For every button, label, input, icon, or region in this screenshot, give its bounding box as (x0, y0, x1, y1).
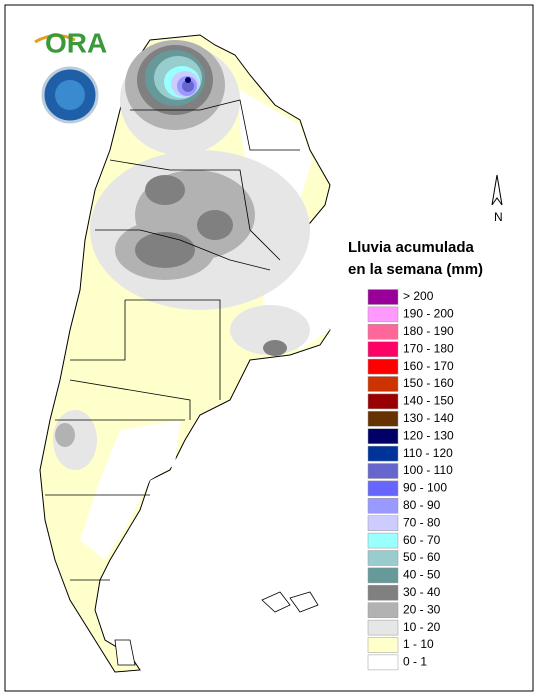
legend-swatch (367, 341, 399, 357)
legend-label: > 200 (403, 289, 434, 303)
legend-swatch (367, 637, 399, 653)
legend-label: 1 - 10 (403, 637, 434, 651)
legend-label: 70 - 80 (403, 515, 441, 529)
logo: ORA (34, 27, 107, 124)
legend: Lluvia acumulada en la semana (mm) > 200 19… (348, 239, 483, 671)
legend-swatch (367, 498, 399, 514)
legend-label: 180 - 190 (403, 324, 454, 338)
legend-swatch (367, 515, 399, 531)
legend-label: 30 - 40 (403, 585, 441, 599)
legend-label: 100 - 110 (403, 463, 453, 477)
legend-swatch (367, 289, 399, 305)
legend-label: 150 - 160 (403, 376, 454, 390)
logo-text: ORA (45, 27, 107, 58)
legend-swatch (367, 654, 399, 671)
north-label: N (494, 210, 503, 224)
legend-label: 110 - 120 (403, 446, 453, 460)
legend-swatch (367, 393, 399, 410)
legend-swatch (367, 585, 399, 601)
legend-swatch (367, 602, 399, 618)
legend-swatch (367, 411, 399, 427)
legend-label: 80 - 90 (403, 498, 441, 512)
legend-swatch (367, 463, 399, 479)
legend-label: 10 - 20 (403, 620, 441, 634)
legend-label: 20 - 30 (403, 602, 441, 616)
islands (114, 591, 319, 666)
legend-label: 140 - 150 (403, 394, 454, 408)
legend-swatch (367, 428, 399, 444)
legend-label: 190 - 200 (403, 307, 454, 321)
legend-label: 90 - 100 (403, 481, 447, 495)
legend-swatch (367, 324, 399, 340)
legend-swatch (367, 376, 399, 392)
legend-label: 0 - 1 (403, 655, 427, 669)
legend-label: 40 - 50 (403, 568, 441, 582)
legend-swatch (367, 532, 399, 549)
rain-areas (53, 40, 330, 560)
legend-label: 130 - 140 (403, 411, 454, 425)
legend-title: Lluvia acumulada (348, 239, 475, 256)
legend-swatch (367, 550, 399, 566)
legend-swatch (367, 567, 399, 584)
legend-swatch (367, 445, 399, 462)
legend-title: en la semana (mm) (348, 261, 483, 278)
province-borders (45, 99, 300, 581)
legend-label: 160 - 170 (403, 359, 454, 373)
legend-swatch (367, 480, 399, 497)
legend-label: 170 - 180 (403, 341, 454, 355)
legend-label: 60 - 70 (403, 533, 441, 547)
north-arrow: N (491, 174, 503, 224)
legend-label: 120 - 130 (403, 428, 454, 442)
legend-swatch (367, 358, 399, 375)
legend-swatch (367, 619, 399, 636)
legend-swatch (367, 306, 399, 323)
legend-label: 50 - 60 (403, 550, 441, 564)
